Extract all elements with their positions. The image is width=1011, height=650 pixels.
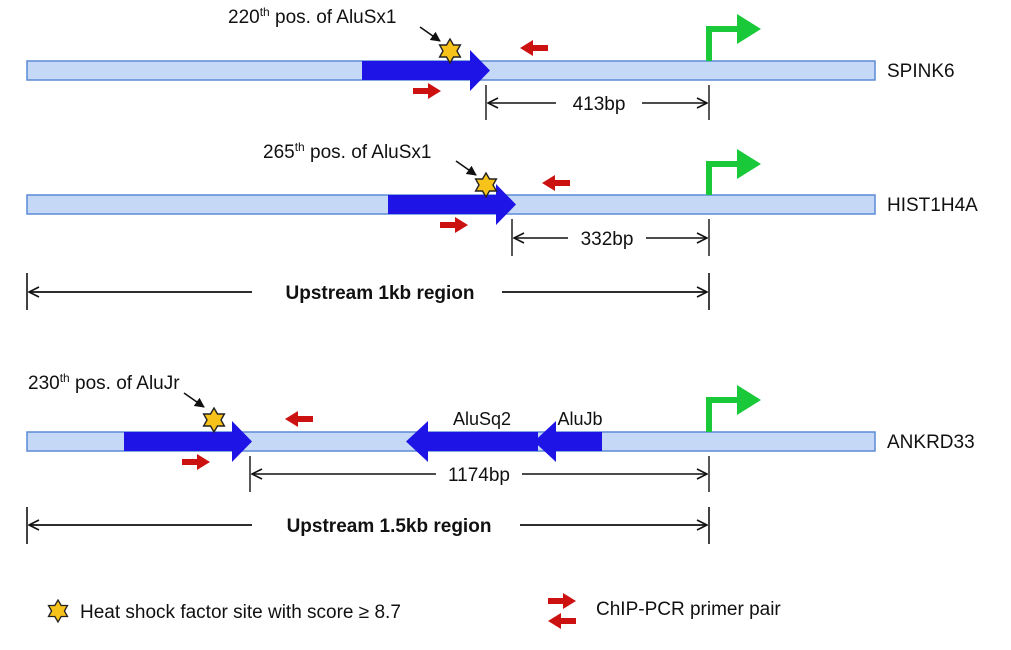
region-label: Upstream 1.5kb region — [287, 516, 492, 537]
legend: Heat shock factor site with score ≥ 8.7 … — [47, 593, 781, 629]
legend-primer-label: ChIP-PCR primer pair — [596, 599, 781, 620]
star-icon — [47, 598, 69, 624]
region-1-5kb: Upstream 1.5kb region — [26, 507, 710, 544]
primer-arrow-icon — [542, 175, 570, 191]
primer-arrow-icon — [440, 217, 468, 233]
tss-arrow-icon — [706, 149, 761, 195]
alu-arrow — [534, 421, 602, 462]
primer-arrow-icon — [182, 454, 210, 470]
gene-name: ANKRD33 — [887, 432, 975, 453]
region-label: Upstream 1kb region — [286, 283, 475, 304]
gene-row-hist1h4a: HIST1H4A 265th pos. of AluSx1 332bp — [26, 140, 978, 256]
alu-arrow — [388, 184, 516, 225]
star-icon — [438, 37, 462, 65]
gene-name: SPINK6 — [887, 61, 955, 82]
alu-arrow — [362, 50, 490, 91]
region-1kb: Upstream 1kb region — [26, 273, 710, 310]
primer-arrow-icon — [548, 613, 576, 629]
gene-row-ankrd33: AluSq2 AluJb ANKRD33 230th pos. of AluJr… — [26, 371, 975, 492]
hsf-annotation: 265th pos. of AluSx1 — [263, 140, 431, 163]
tss-arrow-icon — [706, 14, 761, 61]
primer-arrow-icon — [520, 40, 548, 56]
distance-label: 332bp — [581, 229, 634, 250]
callout-line — [419, 26, 441, 42]
star-icon — [474, 171, 498, 199]
gene-row-spink6: SPINK6 220th pos. of AluSx1 413bp — [26, 5, 955, 120]
callout-line — [455, 160, 477, 176]
distance-label: 1174bp — [448, 465, 510, 486]
primer-arrow-icon — [548, 593, 576, 609]
hsf-annotation: 220th pos. of AluSx1 — [228, 5, 396, 28]
legend-hsf-label: Heat shock factor site with score ≥ 8.7 — [80, 602, 401, 623]
tss-arrow-icon — [706, 385, 761, 432]
alu-label: AluSq2 — [453, 409, 511, 429]
distance-label: 413bp — [573, 94, 626, 115]
star-icon — [202, 406, 226, 434]
alu-arrow — [406, 421, 538, 462]
hsf-annotation: 230th pos. of AluJr — [28, 371, 180, 394]
alu-arrow — [124, 421, 252, 462]
primer-arrow-icon — [413, 83, 441, 99]
alu-label: AluJb — [557, 409, 602, 429]
callout-line — [183, 392, 205, 408]
primer-arrow-icon — [285, 411, 313, 427]
gene-name: HIST1H4A — [887, 195, 978, 216]
